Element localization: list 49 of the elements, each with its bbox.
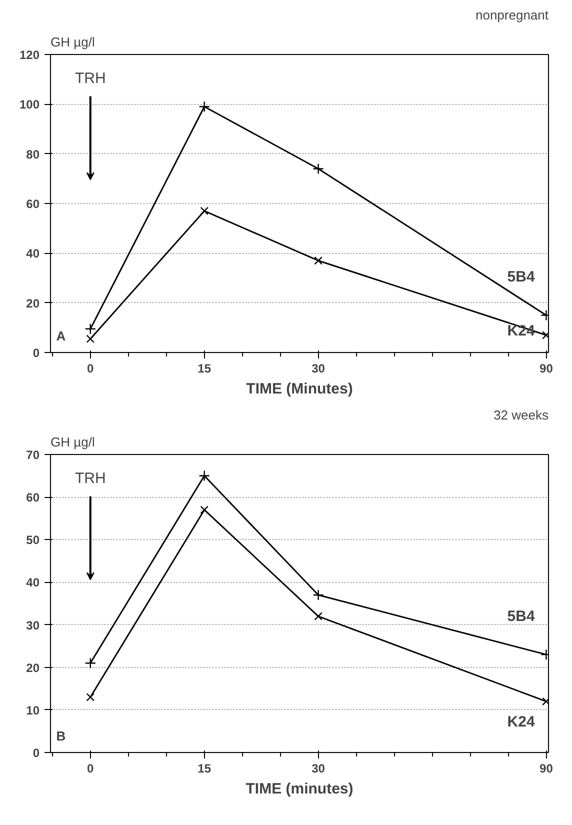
- x-tick-label: 0: [87, 362, 94, 376]
- y-tick-label: 60: [26, 197, 40, 211]
- point: [312, 163, 324, 174]
- y-tick-label: 10: [26, 703, 40, 718]
- x-axis-title: TIME (Minutes): [246, 380, 353, 398]
- series-label: 5B4: [507, 608, 536, 625]
- y-tick-label: 40: [26, 576, 40, 590]
- annotation: TRH: [74, 70, 106, 87]
- y-tick-label: 30: [26, 618, 40, 632]
- series-label: 5B4: [507, 268, 536, 286]
- point: [198, 470, 210, 482]
- annotation: A: [56, 328, 66, 344]
- point: [198, 101, 210, 112]
- point: [84, 323, 96, 335]
- point: [200, 506, 208, 514]
- y-tick-label: 0: [32, 746, 40, 760]
- point: [86, 334, 95, 343]
- y-tick-label: 20: [26, 296, 40, 310]
- point: [200, 206, 208, 216]
- point: [314, 612, 322, 620]
- y-tick-label: 100: [19, 98, 40, 112]
- x-axis-title: TIME (minutes): [246, 780, 354, 798]
- y-tick-label: 120: [19, 48, 40, 62]
- y-tick-label: 20: [26, 660, 40, 675]
- series-label: K24: [507, 713, 536, 730]
- y-tick-label: 80: [26, 147, 40, 162]
- chart-title: nonpregnant: [475, 8, 549, 22]
- x-tick-label: 90: [540, 762, 554, 776]
- y-tick-label: 60: [26, 490, 40, 505]
- point: [312, 589, 324, 601]
- x-tick-label: 15: [198, 362, 212, 376]
- chart-title: 32 weeks: [494, 408, 549, 422]
- point: [84, 658, 96, 669]
- y-tick-label: 40: [26, 246, 40, 261]
- annotation: B: [56, 728, 66, 744]
- x-tick-label: 15: [198, 762, 212, 776]
- y-tick-label: 70: [26, 448, 40, 462]
- y-tick-label: 0: [32, 346, 40, 360]
- series-label: K24: [507, 322, 536, 340]
- point: [86, 693, 95, 702]
- y-axis-title: GH µg/l: [50, 434, 95, 450]
- point: [314, 256, 322, 265]
- x-tick-label: 0: [87, 762, 94, 776]
- x-tick-label: 30: [312, 362, 326, 376]
- x-tick-label: 90: [540, 362, 554, 376]
- y-axis-title: GH µg/l: [50, 34, 95, 50]
- annotation: TRH: [74, 470, 106, 487]
- y-tick-label: 50: [26, 533, 40, 548]
- x-tick-label: 30: [312, 762, 326, 776]
